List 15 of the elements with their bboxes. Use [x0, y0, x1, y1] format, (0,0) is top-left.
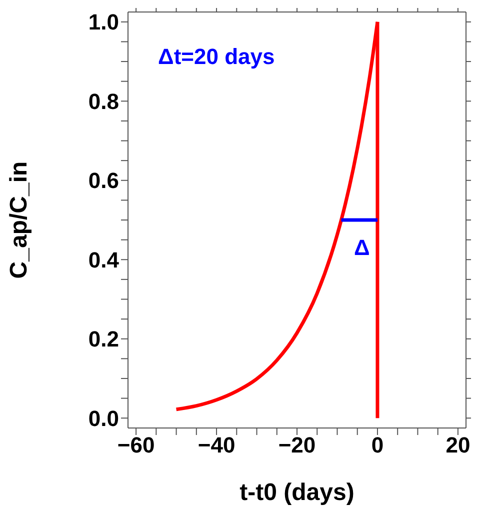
y-tick-label: 1.0: [88, 10, 119, 35]
x-axis-title: t-t0 (days): [240, 479, 354, 506]
y-tick-label: 0.4: [88, 247, 120, 272]
y-tick-label: 0.0: [88, 406, 119, 431]
x-tick-label: −60: [117, 432, 155, 458]
y-axis-title: C_ap/C_in: [6, 161, 33, 279]
x-tick-label: 20: [446, 432, 470, 458]
x-tick-label: 0: [371, 432, 384, 458]
y-tick-label: 0.6: [88, 168, 119, 194]
x-tick-label: −40: [198, 432, 236, 458]
annotation: Δ: [354, 235, 370, 261]
y-tick-label: 0.2: [88, 326, 119, 352]
annotation: Δt=20 days: [158, 44, 275, 70]
y-tick-label: 0.8: [88, 88, 119, 114]
x-tick-label: −20: [278, 432, 316, 458]
